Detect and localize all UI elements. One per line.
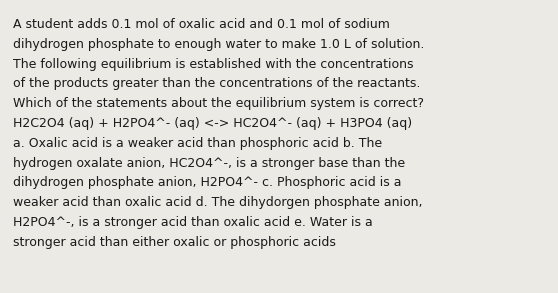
Text: Which of the statements about the equilibrium system is correct?: Which of the statements about the equili… bbox=[13, 97, 424, 110]
Text: dihydrogen phosphate anion, H2PO4^- c. Phosphoric acid is a: dihydrogen phosphate anion, H2PO4^- c. P… bbox=[13, 176, 402, 189]
Text: dihydrogen phosphate to enough water to make 1.0 L of solution.: dihydrogen phosphate to enough water to … bbox=[13, 38, 425, 51]
Text: H2PO4^-, is a stronger acid than oxalic acid e. Water is a: H2PO4^-, is a stronger acid than oxalic … bbox=[13, 216, 373, 229]
Text: The following equilibrium is established with the concentrations: The following equilibrium is established… bbox=[13, 58, 413, 71]
Text: of the products greater than the concentrations of the reactants.: of the products greater than the concent… bbox=[13, 77, 420, 91]
Text: stronger acid than either oxalic or phosphoric acids: stronger acid than either oxalic or phos… bbox=[13, 236, 336, 249]
Text: weaker acid than oxalic acid d. The dihydorgen phosphate anion,: weaker acid than oxalic acid d. The dihy… bbox=[13, 196, 422, 209]
Text: H2C2O4 (aq) + H2PO4^- (aq) <-> HC2O4^- (aq) + H3PO4 (aq): H2C2O4 (aq) + H2PO4^- (aq) <-> HC2O4^- (… bbox=[13, 117, 412, 130]
Text: A student adds 0.1 mol of oxalic acid and 0.1 mol of sodium: A student adds 0.1 mol of oxalic acid an… bbox=[13, 18, 390, 31]
Text: a. Oxalic acid is a weaker acid than phosphoric acid b. The: a. Oxalic acid is a weaker acid than pho… bbox=[13, 137, 382, 150]
Text: hydrogen oxalate anion, HC2O4^-, is a stronger base than the: hydrogen oxalate anion, HC2O4^-, is a st… bbox=[13, 156, 405, 170]
